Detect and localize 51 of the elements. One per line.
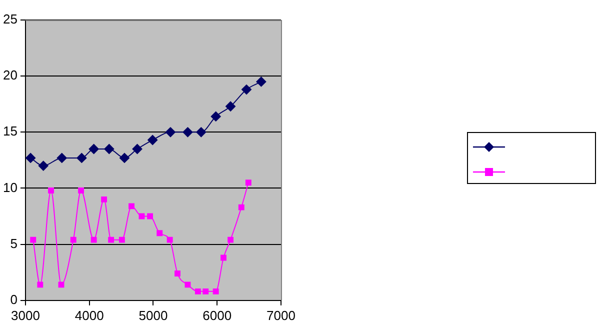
point [210,111,221,122]
x-tick-label: 5000 [138,308,168,323]
point [88,144,99,154]
point [194,288,201,294]
point [37,282,44,288]
point [38,160,48,171]
point [245,180,252,186]
point [30,236,36,243]
y-tick-label: 20 [2,68,18,83]
point [202,288,209,294]
y-tick-label: 5 [10,236,18,251]
point [58,282,64,288]
point [228,236,234,243]
point [174,270,180,276]
point [238,204,244,210]
point [48,188,54,194]
point [90,236,97,243]
point [148,135,158,146]
y-tick-label: 0 [10,292,18,307]
point [242,84,252,95]
point [196,127,206,138]
point [70,236,76,243]
point [212,288,219,294]
point [132,144,142,154]
point [226,101,236,112]
point [256,76,266,87]
point [119,152,130,163]
point [108,236,114,243]
point [26,152,36,163]
y-tick-label: 25 [2,12,18,27]
y-tick-label: 10 [2,180,18,195]
point [166,236,173,243]
point [220,254,226,261]
y-tick-label: 15 [2,124,18,139]
point [101,196,108,202]
point [78,188,84,194]
x-tick-label: 4000 [74,308,104,323]
point [147,213,154,220]
point [56,152,67,163]
point [76,152,87,163]
x-tick-label: 6000 [202,308,232,323]
point [104,144,114,154]
point [118,236,125,243]
point [184,282,191,288]
point [156,230,163,236]
x-tick-label: 3000 [11,308,40,323]
point [182,127,193,138]
point [138,213,145,220]
point [128,203,134,210]
x-tick-label: 7000 [266,308,296,323]
point [165,127,176,138]
